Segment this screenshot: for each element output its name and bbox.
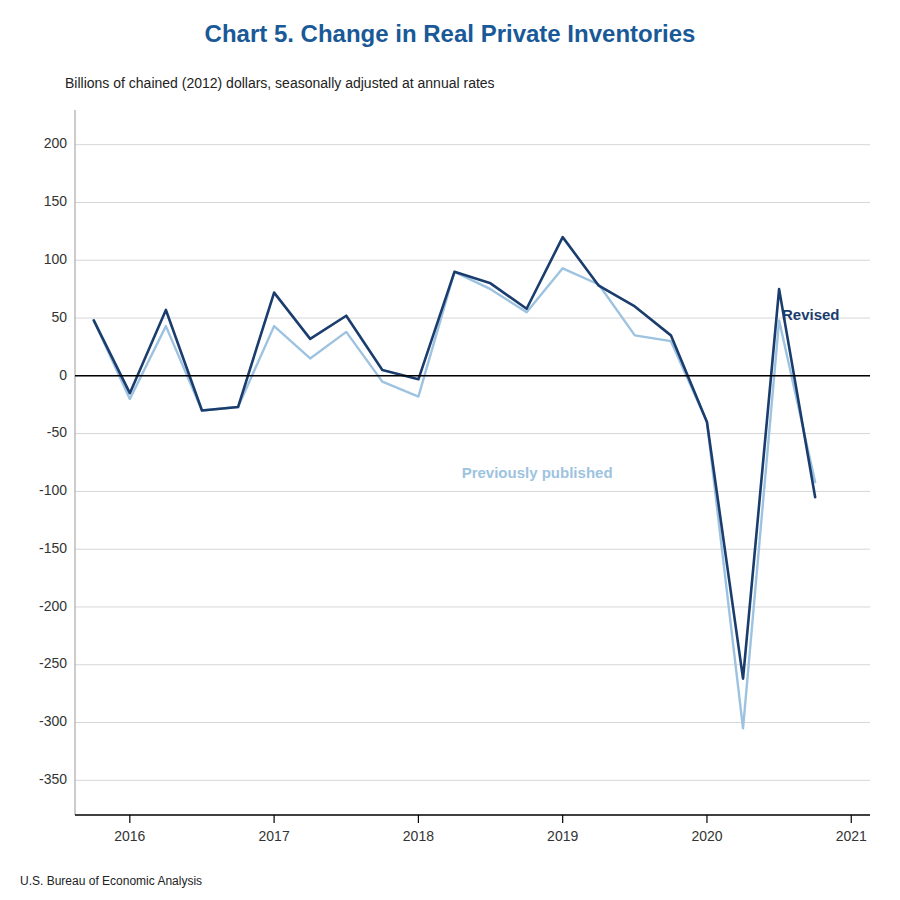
y-tick-label: -350: [39, 771, 67, 787]
grid-line: [75, 202, 870, 203]
y-tick-label: 0: [59, 367, 67, 383]
y-tick-label: 100: [44, 251, 68, 267]
y-tick-label: -150: [39, 540, 67, 556]
y-tick-label: 50: [51, 309, 67, 325]
y-tick-label: -200: [39, 598, 67, 614]
footer: U.S. Bureau of Economic Analysis: [20, 874, 202, 888]
plot-area: [94, 237, 815, 728]
grid-line: [75, 491, 870, 492]
y-tick-label: 150: [44, 193, 68, 209]
y-tick-label: -300: [39, 713, 67, 729]
y-tick-label: -50: [47, 424, 67, 440]
y-tick-label: -100: [39, 482, 67, 498]
grid-line: [75, 260, 870, 261]
grid-line: [75, 433, 870, 434]
grid-line: [75, 318, 870, 319]
title: Chart 5. Change in Real Private Inventor…: [205, 20, 696, 47]
x-tick: [129, 815, 130, 823]
grid-line: [75, 664, 870, 665]
annotation: Previously published: [462, 464, 613, 481]
x-tick-label: 2019: [547, 828, 578, 844]
y-axis-line: [75, 110, 76, 815]
x-tick-label: 2018: [403, 828, 434, 844]
series-line: [94, 268, 815, 728]
x-tick-label: 2021: [836, 828, 867, 844]
x-tick-label: 2017: [259, 828, 290, 844]
chart-container: Chart 5. Change in Real Private Inventor…: [0, 0, 900, 900]
grid-line: [75, 722, 870, 723]
x-tick: [562, 815, 563, 823]
x-tick: [851, 815, 852, 823]
y-tick-label: -250: [39, 655, 67, 671]
zero-line: [75, 375, 870, 377]
grid-line: [75, 144, 870, 145]
x-tick: [418, 815, 419, 823]
chart-svg: Chart 5. Change in Real Private Inventor…: [0, 0, 900, 900]
grid-line: [75, 780, 870, 781]
y-tick-label: 200: [44, 135, 68, 151]
x-axis-line: [75, 814, 870, 815]
x-tick: [274, 815, 275, 823]
grid-line: [75, 549, 870, 550]
grid-line: [75, 375, 870, 376]
y-grid: [75, 145, 870, 781]
annotation: Revised: [782, 306, 840, 323]
x-tick-label: 2016: [114, 828, 145, 844]
x-tick-label: 2020: [691, 828, 722, 844]
x-tick: [706, 815, 707, 823]
subtitle: Billions of chained (2012) dollars, seas…: [65, 75, 495, 91]
series-line: [94, 237, 815, 678]
